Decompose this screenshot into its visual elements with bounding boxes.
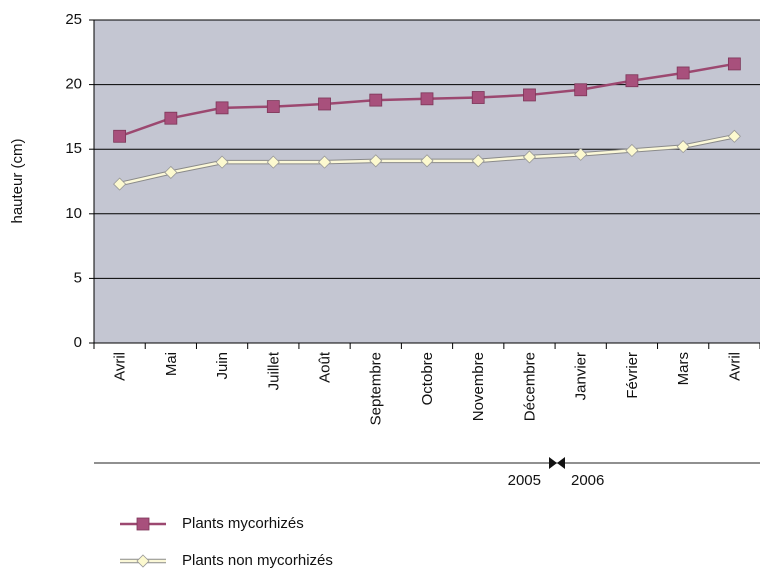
x-tick-label: Janvier [573,352,590,400]
plot-background [94,20,760,343]
x-tick-label: Décembre [521,352,538,421]
marker [676,66,690,80]
marker [369,93,383,107]
year-label: 2005 [508,472,541,489]
year-label: 2006 [571,472,604,489]
marker [574,83,588,97]
marker [676,140,690,154]
x-tick-label: Avril [726,352,743,381]
marker [727,57,741,71]
marker [471,91,485,104]
x-tick-label: Août [317,351,334,383]
marker [266,155,280,169]
marker [420,154,434,168]
legend-label: Plants non mycorhizés [182,552,333,568]
marker [471,154,485,168]
x-tick-label: Avril [112,352,129,381]
legend-marker [136,554,150,568]
legend-label: Plants mycorhizés [182,515,304,532]
y-tick-label: 0 [74,334,82,351]
marker [318,97,331,111]
marker [215,101,229,115]
marker [625,143,639,158]
marker [113,129,127,143]
x-tick-label: Septembre [368,352,385,425]
legend-marker [136,517,150,531]
marker [727,129,741,143]
y-tick-label: 10 [65,205,82,222]
x-tick-label: Novembre [470,352,487,421]
marker [164,165,178,180]
y-axis-label: hauteur (cm) [9,138,26,223]
marker [317,155,332,169]
x-tick-label: Juin [214,352,231,380]
marker [522,150,537,164]
year-separator [549,457,565,469]
y-tick-label: 5 [74,269,82,286]
y-tick-label: 15 [65,140,82,157]
x-tick-label: Février [624,352,641,399]
y-tick-label: 20 [65,76,82,93]
x-tick-label: Mars [675,352,692,385]
marker [420,92,434,106]
marker [215,155,229,169]
marker [113,177,127,191]
y-tick-label: 25 [65,11,82,28]
marker [574,147,588,161]
x-tick-label: Mai [163,352,180,376]
marker [625,74,639,88]
marker [523,88,536,102]
marker [369,154,383,168]
x-tick-label: Octobre [419,352,436,405]
x-tick-label: Juillet [265,351,282,390]
marker [164,111,178,125]
marker [266,100,280,113]
